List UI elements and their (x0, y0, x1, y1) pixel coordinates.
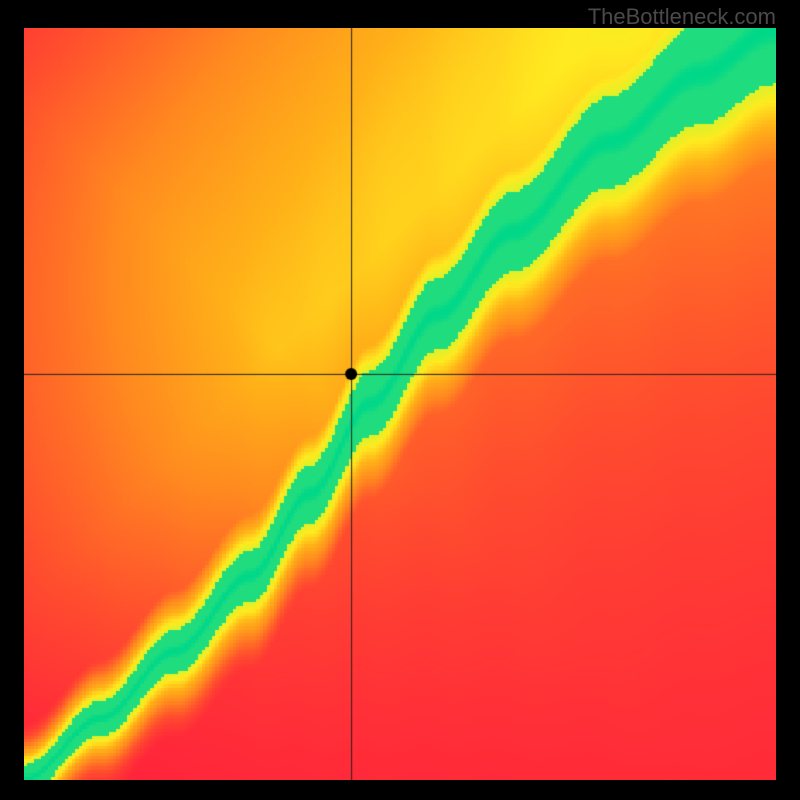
watermark-text: TheBottleneck.com (588, 4, 776, 30)
bottleneck-heatmap (24, 28, 776, 780)
chart-container: TheBottleneck.com (0, 0, 800, 800)
